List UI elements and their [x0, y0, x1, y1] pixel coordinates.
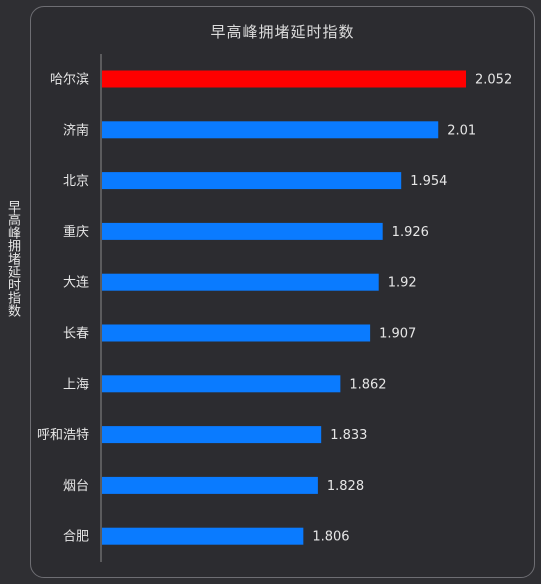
bar	[102, 222, 383, 240]
category-label: 北京	[63, 174, 89, 189]
value-label: 1.926	[392, 225, 429, 240]
y-axis-label: 早高峰拥堵延时指数	[5, 200, 20, 317]
y-axis-label-container: 早高峰拥堵延时指数	[0, 200, 24, 320]
category-label: 呼和浩特	[37, 428, 89, 443]
value-label: 2.052	[475, 73, 512, 88]
bar	[102, 273, 379, 291]
bar	[102, 375, 341, 393]
bar	[102, 324, 371, 342]
bar	[102, 426, 322, 444]
category-label: 烟台	[63, 479, 89, 494]
category-label: 济南	[63, 122, 89, 138]
category-label: 长春	[63, 327, 89, 342]
category-label: 哈尔滨	[50, 72, 89, 88]
bar	[102, 476, 318, 494]
bar	[102, 527, 304, 545]
value-label: 1.907	[379, 327, 416, 342]
value-label: 1.806	[312, 530, 349, 545]
value-label: 1.828	[327, 479, 364, 494]
value-label: 1.862	[349, 377, 386, 392]
value-label: 1.833	[330, 428, 367, 443]
bar	[102, 70, 466, 88]
category-label: 上海	[63, 377, 89, 392]
bar	[102, 121, 439, 139]
bar	[102, 172, 402, 190]
category-label: 重庆	[63, 224, 89, 240]
chart-title: 早高峰拥堵延时指数	[210, 23, 355, 41]
category-label: 合肥	[63, 530, 89, 545]
value-label: 1.954	[410, 174, 447, 189]
value-label: 2.01	[447, 123, 476, 138]
value-label: 1.92	[388, 276, 417, 291]
category-label: 大连	[63, 275, 89, 291]
